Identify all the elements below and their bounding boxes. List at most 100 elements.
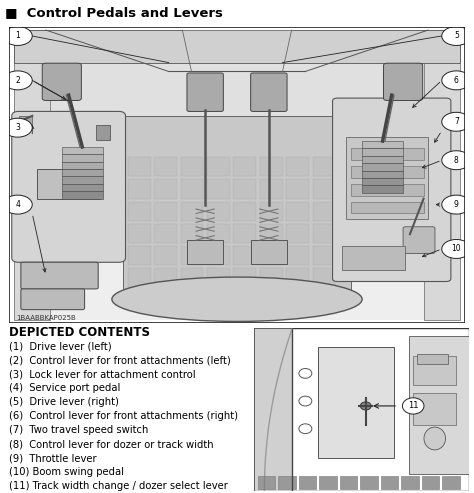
Bar <box>260 246 283 265</box>
Bar <box>254 328 292 491</box>
Bar <box>207 224 230 243</box>
Bar <box>362 171 403 178</box>
Text: (11) Track width change / dozer select lever: (11) Track width change / dozer select l… <box>9 481 228 491</box>
Bar <box>312 202 335 221</box>
Bar <box>96 125 109 140</box>
Bar <box>299 476 316 489</box>
Bar <box>346 137 428 219</box>
Bar <box>401 476 419 489</box>
Bar <box>207 246 230 265</box>
Text: (8)  Control lever for dozer or track width: (8) Control lever for dozer or track wid… <box>9 439 214 449</box>
Bar <box>260 268 283 287</box>
Bar <box>154 157 177 176</box>
Circle shape <box>299 424 312 434</box>
Bar <box>286 179 309 199</box>
Bar <box>319 476 337 489</box>
Bar <box>278 476 296 489</box>
Bar <box>312 179 335 199</box>
Bar <box>233 179 256 199</box>
Bar <box>181 224 203 243</box>
FancyBboxPatch shape <box>251 73 287 111</box>
Circle shape <box>3 27 32 45</box>
Bar <box>233 157 256 176</box>
Bar <box>340 476 357 489</box>
Bar <box>286 224 309 243</box>
Text: (4)  Service port pedal: (4) Service port pedal <box>9 384 121 393</box>
Bar <box>342 246 405 270</box>
Bar <box>362 185 403 193</box>
Bar <box>362 156 403 163</box>
Bar <box>381 476 398 489</box>
Bar <box>207 202 230 221</box>
Ellipse shape <box>112 277 362 321</box>
Bar <box>62 184 103 191</box>
Text: ■  Control Pedals and Levers: ■ Control Pedals and Levers <box>5 6 223 19</box>
FancyBboxPatch shape <box>333 98 451 282</box>
Circle shape <box>442 195 471 214</box>
Bar <box>362 178 403 185</box>
Bar <box>260 202 283 221</box>
Bar <box>207 268 230 287</box>
FancyBboxPatch shape <box>21 289 84 310</box>
Bar <box>413 393 456 425</box>
FancyBboxPatch shape <box>383 63 423 101</box>
FancyBboxPatch shape <box>21 262 98 289</box>
Bar <box>18 116 32 128</box>
Bar <box>362 163 403 171</box>
Text: (6)  Control lever for front attachments (right): (6) Control lever for front attachments … <box>9 411 238 422</box>
Bar <box>233 268 256 287</box>
Text: 1BAABBKAP025B: 1BAABBKAP025B <box>16 316 76 321</box>
Bar <box>14 30 460 63</box>
Bar <box>286 246 309 265</box>
Bar <box>62 176 103 184</box>
Circle shape <box>3 71 32 90</box>
Bar <box>128 224 151 243</box>
FancyBboxPatch shape <box>187 73 223 111</box>
Bar <box>207 157 230 176</box>
Circle shape <box>442 151 471 170</box>
Bar <box>62 169 103 176</box>
Bar <box>14 33 460 116</box>
Bar <box>128 246 151 265</box>
Bar <box>123 116 351 293</box>
Bar <box>351 184 424 196</box>
Text: (10) Boom swing pedal: (10) Boom swing pedal <box>9 467 125 477</box>
Text: DEPICTED CONTENTS: DEPICTED CONTENTS <box>9 326 150 339</box>
Text: 5: 5 <box>454 32 459 40</box>
Bar <box>154 246 177 265</box>
Bar <box>207 179 230 199</box>
Text: 10: 10 <box>452 245 461 253</box>
Bar <box>128 157 151 176</box>
Bar <box>422 476 439 489</box>
Text: (9)  Throttle lever: (9) Throttle lever <box>9 453 97 463</box>
Bar <box>233 202 256 221</box>
Text: 4: 4 <box>15 200 20 209</box>
Text: (3)  Lock lever for attachment control: (3) Lock lever for attachment control <box>9 370 196 380</box>
Text: (1)  Drive lever (left): (1) Drive lever (left) <box>9 342 112 352</box>
Bar <box>260 224 283 243</box>
Bar <box>154 224 177 243</box>
Bar <box>181 179 203 199</box>
Bar <box>442 476 460 489</box>
FancyBboxPatch shape <box>42 63 82 101</box>
Circle shape <box>360 402 371 410</box>
Bar <box>409 336 469 474</box>
Bar <box>351 148 424 160</box>
Circle shape <box>402 398 424 414</box>
Text: (2)  Control lever for front attachments (left): (2) Control lever for front attachments … <box>9 355 231 366</box>
Text: 3: 3 <box>15 123 20 132</box>
Bar <box>286 202 309 221</box>
Bar <box>154 268 177 287</box>
Bar <box>62 154 103 162</box>
Bar <box>260 179 283 199</box>
Bar <box>187 240 223 264</box>
Bar <box>128 202 151 221</box>
Bar <box>233 224 256 243</box>
Text: (7)  Two travel speed switch: (7) Two travel speed switch <box>9 425 149 435</box>
Bar <box>362 148 403 156</box>
Text: 9: 9 <box>454 200 459 209</box>
Bar <box>128 268 151 287</box>
Text: 6: 6 <box>454 76 459 85</box>
Ellipse shape <box>424 427 446 450</box>
Text: 8: 8 <box>454 156 459 165</box>
